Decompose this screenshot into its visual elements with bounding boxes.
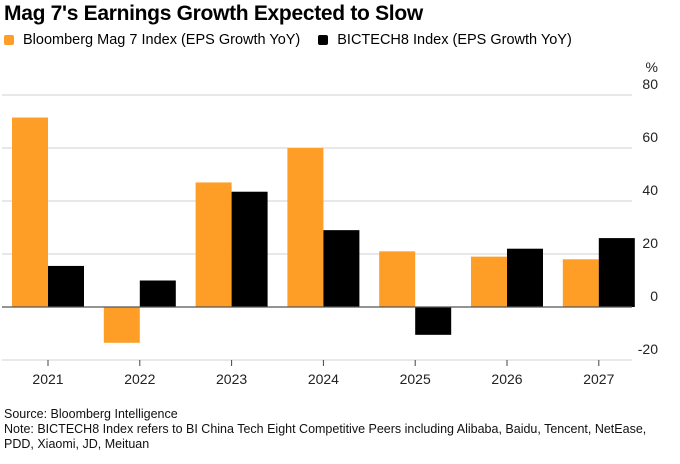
bar-bictech8 bbox=[139, 280, 176, 307]
legend-swatch-bictech8 bbox=[318, 35, 329, 45]
bar-mag7 bbox=[103, 307, 140, 343]
x-tick-label: 2026 bbox=[491, 371, 522, 387]
y-tick-label: 80 bbox=[642, 76, 658, 92]
chart-title: Mag 7's Earnings Growth Expected to Slow bbox=[4, 2, 423, 25]
bar-bictech8 bbox=[415, 307, 452, 335]
legend-swatch-mag7 bbox=[4, 35, 14, 45]
x-tick-label: 2021 bbox=[32, 371, 63, 387]
bar-mag7 bbox=[195, 182, 232, 307]
x-tick-label: 2023 bbox=[216, 371, 247, 387]
x-tick-label: 2027 bbox=[583, 371, 614, 387]
x-tick-label: 2022 bbox=[124, 371, 155, 387]
x-tick-label: 2024 bbox=[308, 371, 339, 387]
y-tick-label: -20 bbox=[638, 341, 658, 357]
y-unit-label: % bbox=[646, 59, 658, 75]
bar-mag7 bbox=[379, 251, 416, 307]
bar-bictech8 bbox=[48, 265, 84, 307]
bar-mag7 bbox=[12, 117, 48, 308]
legend-label-mag7: Bloomberg Mag 7 Index (EPS Growth YoY) bbox=[23, 32, 301, 48]
y-tick-label: 20 bbox=[642, 235, 658, 251]
bar-bictech8 bbox=[323, 230, 360, 307]
bar-mag7 bbox=[471, 256, 507, 307]
legend-item-bictech8: BICTECH8 Index (EPS Growth YoY) bbox=[318, 32, 572, 48]
legend-label-bictech8: BICTECH8 Index (EPS Growth YoY) bbox=[337, 32, 572, 48]
bar-bictech8 bbox=[598, 238, 635, 307]
bar-mag7 bbox=[562, 259, 599, 307]
x-tick-label: 2025 bbox=[400, 371, 431, 387]
footer: Source: Bloomberg Intelligence Note: BIC… bbox=[4, 407, 664, 452]
note-text: Note: BICTECH8 Index refers to BI China … bbox=[4, 422, 647, 451]
bar-bictech8 bbox=[231, 191, 268, 307]
legend: Bloomberg Mag 7 Index (EPS Growth YoY) B… bbox=[4, 32, 590, 48]
bar-bictech8 bbox=[507, 248, 543, 307]
y-tick-label: 60 bbox=[642, 129, 658, 145]
y-tick-label: 40 bbox=[642, 182, 658, 198]
bar-chart: 80 60 40 20 0 -20% 2021 2022 2023 2024 2025 2026 202… bbox=[2, 59, 658, 387]
bar-mag7 bbox=[287, 148, 324, 307]
source-text: Source: Bloomberg Intelligence bbox=[4, 407, 178, 421]
y-tick-label: 0 bbox=[650, 288, 658, 304]
legend-item-mag7: Bloomberg Mag 7 Index (EPS Growth YoY) bbox=[4, 32, 300, 48]
